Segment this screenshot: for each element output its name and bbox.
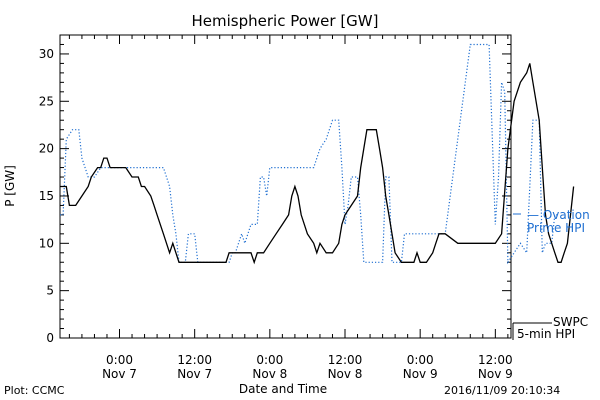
ovation-prime-hpi-line <box>60 43 558 265</box>
legend-swpc-line2: 5-min HPI <box>517 327 575 341</box>
x-tick-label-time: 0:00 <box>407 353 434 367</box>
x-tick-label-date: Nov 9 <box>403 367 438 381</box>
x-tick-label-time: 12:00 <box>177 353 212 367</box>
legend-ovation-line2: Prime HPI <box>527 221 585 235</box>
y-tick-label: 5 <box>46 284 54 298</box>
legend-swpc-line1: SWPC <box>553 315 588 329</box>
x-tick-label-date: Nov 8 <box>328 367 363 381</box>
x-tick-label-time: 0:00 <box>256 353 283 367</box>
x-tick-label-date: Nov 7 <box>177 367 212 381</box>
y-tick-label: 10 <box>39 236 54 250</box>
plot-area <box>59 34 512 339</box>
x-axis-label: Date and Time <box>239 382 327 396</box>
y-tick-label: 20 <box>39 142 54 156</box>
y-tick-label: 15 <box>39 189 54 203</box>
x-tick-label-time: 0:00 <box>106 353 133 367</box>
plot-frame <box>59 34 512 339</box>
x-tick-label-date: Nov 8 <box>252 367 287 381</box>
x-tick-label-time: 12:00 <box>328 353 363 367</box>
swpc-hpi-line <box>60 63 575 265</box>
chart-title: Hemispheric Power [GW] <box>192 12 379 30</box>
y-axis: 0 5 10 15 20 25 30 <box>39 34 511 345</box>
plot-timestamp: 2016/11/09 20:10:34 <box>444 384 561 397</box>
series-layer <box>60 43 575 265</box>
plot-credit: Plot: CCMC <box>4 384 65 397</box>
legend-ovation-line1: — Ovation <box>527 208 590 222</box>
y-tick-label: 25 <box>39 94 54 108</box>
y-tick-label: 0 <box>46 331 54 345</box>
x-tick-label-date: Nov 9 <box>478 367 513 381</box>
y-axis-label: P [GW] <box>3 165 17 207</box>
y-tick-label: 30 <box>39 47 54 61</box>
x-tick-label-time: 12:00 <box>478 353 513 367</box>
x-tick-label-date: Nov 7 <box>102 367 137 381</box>
